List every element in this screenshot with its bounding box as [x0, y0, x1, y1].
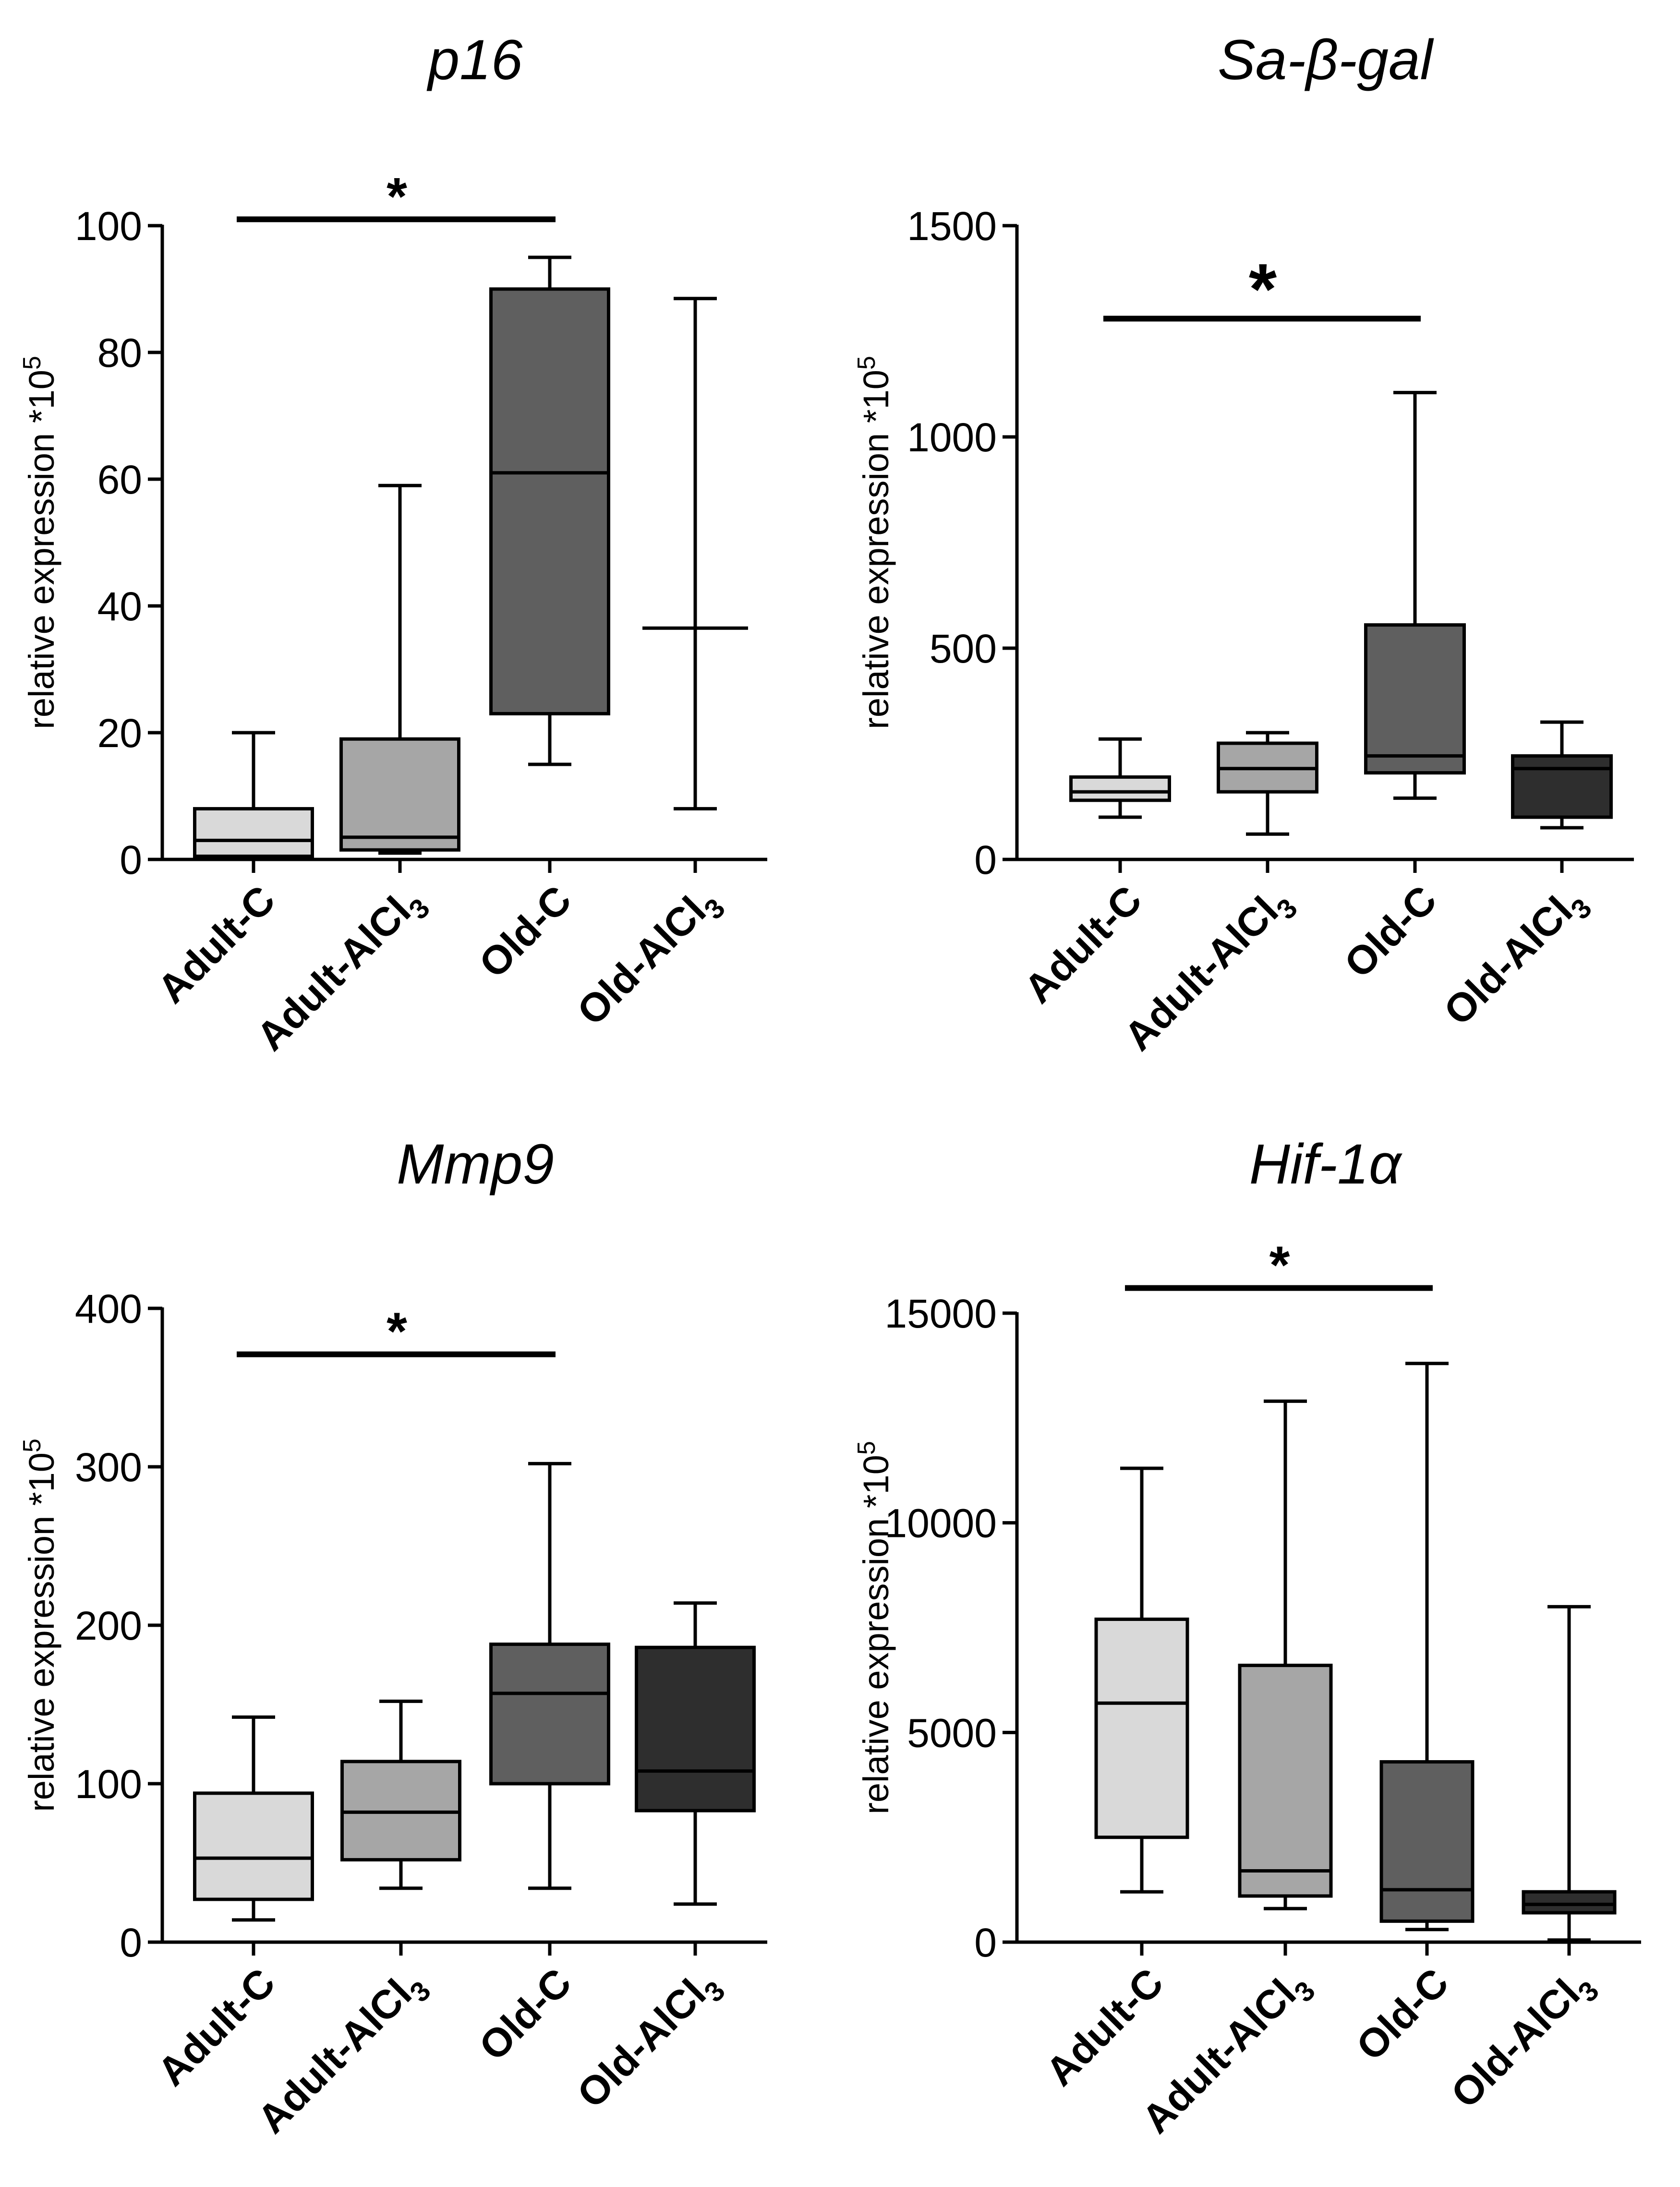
category-label: Old-AlCl3: [568, 877, 731, 1039]
iqr-box: [1522, 1890, 1617, 1915]
y-tick-label: 100: [75, 1762, 142, 1807]
box-2: Adult-AlCl3: [248, 483, 460, 1059]
y-axis-label: relative expression *105: [853, 1441, 896, 1814]
category-label: Adult-C: [1015, 877, 1150, 1012]
iqr-box: [1511, 754, 1613, 819]
category-label: Adult-C: [149, 1959, 284, 2094]
y-axis-label-exponent: 5: [853, 356, 881, 370]
iqr-box: [339, 737, 460, 852]
chart-title: p16: [427, 28, 523, 92]
y-tick-label: 5000: [907, 1710, 997, 1755]
chart-panel: Hif-1α relative expression *105 0 5000 10000…: [853, 1133, 1641, 2142]
category-label: Old-C: [471, 1959, 580, 2069]
y-axis-label: relative expression *105: [18, 356, 61, 729]
category-label: Adult-C: [1037, 1959, 1172, 2094]
significance-star: *: [387, 167, 407, 226]
box-3: Old-C: [471, 255, 610, 986]
category-label: Adult-C: [149, 877, 284, 1012]
box-1: Adult-C: [1037, 1466, 1189, 2094]
category-label-text: Adult-C: [149, 1959, 284, 2094]
y-axis-label-text: relative expression *10: [22, 1452, 61, 1812]
box-3: Old-C: [471, 1462, 610, 2069]
category-label-text: Old-C: [1336, 877, 1445, 986]
y-tick-label: 1000: [907, 415, 997, 460]
y-tick-label: 300: [75, 1445, 142, 1490]
chart-panel: p16 relative expression *105 0 20 40 60 80 100 A…: [18, 28, 767, 1059]
significance-star: *: [1269, 1236, 1290, 1295]
y-tick-label: 20: [97, 711, 142, 756]
y-tick-label: 80: [97, 330, 142, 375]
category-label: Old-C: [1348, 1959, 1457, 2069]
y-tick-label: 10000: [884, 1501, 997, 1546]
category-label-text: Old-AlCl: [568, 888, 714, 1034]
y-tick-label: 400: [75, 1286, 142, 1331]
iqr-box: [635, 1645, 756, 1812]
y-axis-label-text: relative expression *10: [856, 1455, 896, 1814]
y-tick-label: 200: [75, 1603, 142, 1648]
y-axis-label-text: relative expression *10: [856, 370, 896, 729]
iqr-box: [1379, 1760, 1475, 1923]
iqr-box: [1238, 1664, 1333, 1898]
significance-star: *: [387, 1302, 407, 1361]
chart-panel: Sa-β-gal relative expression *105 0 500 1000…: [853, 28, 1634, 1059]
y-tick-label: 40: [97, 584, 142, 629]
chart-title: Sa-β-gal: [1218, 28, 1434, 92]
y-axis-label-exponent: 5: [18, 356, 46, 370]
box-3: Old-C: [1348, 1362, 1475, 2069]
category-label-text: Old-C: [471, 1959, 580, 2069]
chart-title: Hif-1α: [1249, 1133, 1403, 1196]
y-tick-label: 60: [97, 457, 142, 502]
category-label-text: Adult-C: [1015, 877, 1150, 1012]
y-tick-label: 0: [120, 837, 142, 882]
iqr-box: [489, 1643, 610, 1786]
y-tick-label: 100: [75, 204, 142, 249]
y-tick-label: 0: [120, 1920, 142, 1965]
category-label-text: Old-C: [1348, 1959, 1457, 2069]
y-tick-label: 0: [974, 837, 997, 882]
iqr-box: [489, 287, 610, 715]
iqr-box: [193, 1791, 314, 1901]
iqr-box: [1364, 623, 1466, 775]
y-tick-label: 1500: [907, 204, 997, 249]
category-label-text: Old-AlCl: [568, 1970, 714, 2116]
category-label-text: Old-C: [471, 877, 580, 986]
significance-star: *: [1249, 249, 1277, 329]
chart-panel: Mmp9 relative expression *105 0 100 200 300 40…: [18, 1133, 767, 2142]
iqr-box: [1069, 775, 1171, 802]
y-axis-label-exponent: 5: [18, 1438, 46, 1452]
category-label: Old-AlCl3: [1442, 1959, 1605, 2122]
category-label: Old-AlCl3: [568, 1959, 731, 2122]
iqr-box: [193, 807, 314, 858]
category-label: Old-AlCl3: [1435, 877, 1598, 1039]
iqr-box: [1094, 1618, 1189, 1839]
category-label: Old-C: [1336, 877, 1445, 986]
category-label-text: Adult-C: [149, 877, 284, 1012]
box-1: Adult-C: [149, 1715, 314, 2094]
y-tick-label: 0: [974, 1920, 997, 1965]
y-tick-label: 500: [930, 626, 997, 671]
category-label-text: Old-AlCl: [1442, 1970, 1588, 2116]
y-axis-label-exponent: 5: [853, 1441, 881, 1455]
y-axis-label-text: relative expression *10: [22, 370, 61, 729]
y-tick-label: 15000: [884, 1291, 997, 1336]
y-axis-label: relative expression *105: [853, 356, 896, 729]
category-label-text: Old-AlCl: [1435, 888, 1581, 1034]
box-3: Old-C: [1336, 391, 1466, 986]
y-axis-label: relative expression *105: [18, 1438, 61, 1812]
box-2: Adult-AlCl3: [249, 1699, 461, 2142]
box-1: Adult-C: [149, 731, 314, 1012]
category-label: Old-C: [471, 877, 580, 986]
category-label-text: Adult-C: [1037, 1959, 1172, 2094]
chart-title: Mmp9: [397, 1133, 554, 1196]
box-1: Adult-C: [1015, 737, 1171, 1012]
